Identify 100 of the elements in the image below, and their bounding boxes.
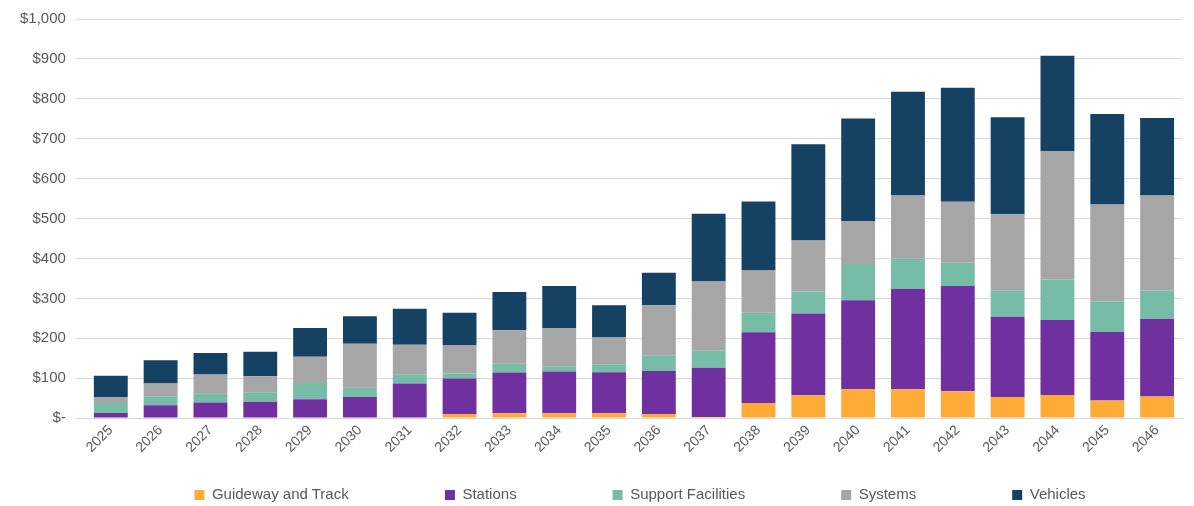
bar [243,376,278,393]
legend-label: Systems [858,485,917,503]
bar [841,300,876,390]
bar [93,375,128,397]
bar [641,371,676,415]
bar [492,330,527,364]
bar [1090,301,1125,332]
bar [791,240,826,292]
bar [891,288,925,390]
bar [193,402,228,418]
bar [940,201,975,263]
bar [442,378,477,415]
bar [841,220,876,265]
y-tick-label: $800 [32,88,66,106]
bar [940,87,975,202]
bar [592,305,626,338]
bar [193,353,228,375]
bar [1090,204,1125,302]
y-tick-label: $700 [32,128,66,146]
bar [891,195,925,259]
bar [691,281,726,351]
bar [93,402,128,413]
bar [741,312,776,333]
y-tick-label: $100 [32,368,66,386]
bar [741,332,776,403]
bar [791,313,826,396]
bar [1090,331,1125,401]
bar [193,374,228,394]
bar [492,291,527,331]
bar [293,356,328,383]
bar [691,367,726,417]
bar [940,391,975,418]
bar [592,364,626,373]
bar [392,383,427,418]
bar [542,286,577,328]
bar [891,91,925,196]
bar [342,316,377,344]
y-tick-label: $200 [32,328,66,346]
bar [592,372,626,414]
bar [442,312,477,346]
bar [492,363,527,373]
bar [841,118,876,221]
bar [442,373,477,379]
bar [1040,279,1075,320]
bar [143,396,178,406]
bar [342,387,377,397]
bar [392,308,427,345]
legend-label: Vehicles [1029,485,1086,503]
bar [542,327,577,367]
legend-label: Guideway and Track [211,485,350,503]
bar [342,396,377,418]
bar [143,383,178,397]
bar [841,264,876,301]
bar [741,270,776,313]
y-tick-label: $600 [32,168,66,186]
bar [691,213,726,282]
bar [641,272,676,306]
bar [492,372,527,414]
bar [990,290,1025,317]
bar [1090,113,1125,205]
y-tick-label: $300 [32,288,66,306]
bar [940,286,975,392]
bar [641,355,676,372]
bar [392,344,427,375]
bar [442,345,477,374]
bar [592,337,626,365]
bar [293,382,328,400]
bar [990,396,1025,418]
bar [741,201,776,271]
bar [143,360,178,384]
y-tick-label: $900 [32,49,66,67]
bar [143,405,178,418]
bar [542,366,577,372]
bar [641,414,676,418]
legend-label: Stations [462,485,517,503]
bar [891,258,925,289]
bar [392,374,427,384]
bar [293,399,328,418]
bar [791,291,826,314]
y-tick-label: $- [52,408,66,426]
bar [691,350,726,368]
bar [592,413,626,418]
bar [93,412,128,418]
bar [1140,396,1175,418]
bar [342,343,377,388]
bar [293,327,328,357]
bar [1140,117,1175,196]
bar [1140,319,1175,397]
y-tick-label: $1,000 [19,9,66,27]
legend-label: Support Facilities [630,485,746,503]
bar [542,371,577,414]
bar [243,351,278,377]
bar [891,389,925,418]
bar [193,393,228,403]
bar [243,401,278,418]
bar [93,396,128,403]
bar [791,395,826,418]
bar [243,392,278,402]
bar [1040,151,1075,280]
bar [841,389,876,418]
